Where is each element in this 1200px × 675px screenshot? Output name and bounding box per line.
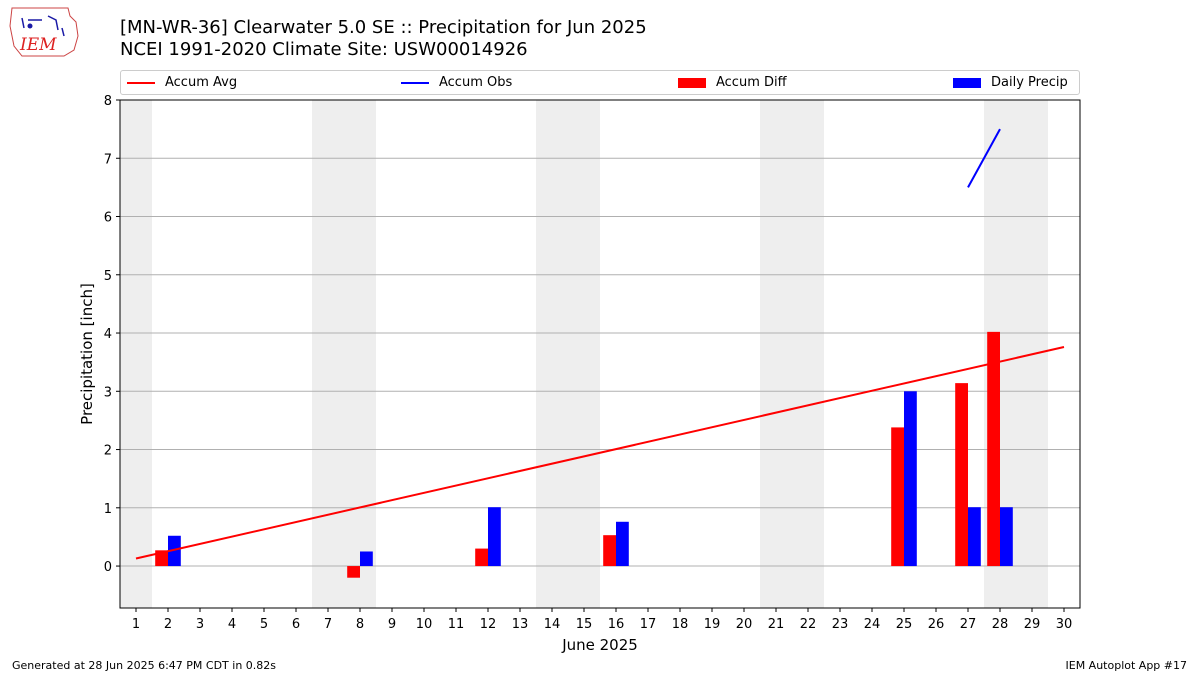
- y-tick-label: 5: [104, 269, 112, 284]
- accum-diff-bar: [347, 566, 360, 578]
- weekend-shade: [312, 100, 344, 608]
- x-tick-label: 7: [324, 617, 332, 632]
- y-tick-label: 2: [104, 444, 112, 459]
- legend-item-daily-precip: Daily Precip: [953, 74, 1068, 92]
- x-tick-label: 15: [576, 617, 593, 632]
- x-tick-label: 2: [164, 617, 172, 632]
- x-tick-label: 3: [196, 617, 204, 632]
- x-tick-label: 1: [132, 617, 140, 632]
- x-tick-label: 12: [480, 617, 497, 632]
- x-tick-label: 23: [832, 617, 849, 632]
- legend-swatch-accum-diff: [678, 77, 706, 88]
- daily-precip-bar: [488, 507, 501, 567]
- x-tick-label: 21: [768, 617, 785, 632]
- x-tick-label: 20: [736, 617, 753, 632]
- y-tick-label: 8: [104, 94, 112, 109]
- accum-diff-bar: [955, 383, 968, 567]
- footer-generated: Generated at 28 Jun 2025 6:47 PM CDT in …: [12, 659, 277, 672]
- x-tick-label: 10: [416, 617, 433, 632]
- x-tick-label: 18: [672, 617, 689, 632]
- iem-logo: IEM: [9, 7, 79, 57]
- daily-precip-bar: [968, 507, 981, 567]
- weekend-shade: [568, 100, 600, 608]
- accum-diff-bar: [987, 331, 1000, 567]
- accum-diff-bar: [891, 427, 904, 567]
- legend-item-accum-obs: Accum Obs: [401, 74, 512, 92]
- x-axis-label: June 2025: [561, 636, 638, 654]
- weekend-shade: [792, 100, 824, 608]
- legend-label-accum-avg: Accum Avg: [165, 75, 238, 90]
- y-tick-label: 3: [104, 385, 112, 400]
- weekend-shade: [536, 100, 568, 608]
- daily-precip-bar: [616, 521, 629, 567]
- accum-obs-line: [967, 128, 1001, 188]
- x-tick-label: 8: [356, 617, 364, 632]
- weekend-shade: [760, 100, 792, 608]
- x-tick-label: 25: [896, 617, 913, 632]
- weekend-shade: [120, 100, 152, 608]
- y-tick-label: 1: [104, 502, 112, 517]
- x-tick-label: 6: [292, 617, 300, 632]
- x-tick-label: 9: [388, 617, 396, 632]
- accum-diff-bar: [603, 535, 616, 567]
- y-tick-label: 4: [104, 327, 112, 342]
- daily-precip-bar: [1000, 507, 1013, 567]
- accum-diff-bar: [475, 548, 488, 567]
- x-tick-label: 22: [800, 617, 817, 632]
- x-tick-label: 29: [1024, 617, 1041, 632]
- iem-logo-text: IEM: [19, 35, 57, 55]
- x-tick-label: 14: [544, 617, 561, 632]
- daily-precip-bar: [360, 551, 373, 567]
- x-tick-label: 4: [228, 617, 236, 632]
- legend: Accum Avg Accum Obs Accum Diff Daily Pre…: [120, 70, 1080, 95]
- x-tick-label: 5: [260, 617, 268, 632]
- daily-precip-bar: [168, 535, 181, 567]
- chart-title: [MN-WR-36] Clearwater 5.0 SE :: Precipit…: [120, 17, 647, 38]
- y-tick-label: 6: [104, 211, 112, 226]
- accum-avg-line: [135, 346, 1065, 560]
- x-tick-label: 17: [640, 617, 657, 632]
- plot-frame: [119, 99, 1081, 609]
- footer-app: IEM Autoplot App #17: [1065, 659, 1188, 672]
- legend-swatch-accum-avg: [127, 81, 155, 84]
- chart-subtitle: NCEI 1991-2020 Climate Site: USW00014926: [120, 39, 528, 60]
- y-tick-label: 7: [104, 152, 112, 167]
- daily-precip-bar: [904, 391, 917, 567]
- legend-label-accum-diff: Accum Diff: [716, 75, 787, 90]
- y-tick-label: 0: [104, 560, 112, 575]
- legend-swatch-daily-precip: [953, 77, 981, 88]
- x-tick-label: 24: [864, 617, 881, 632]
- x-tick-label: 27: [960, 617, 977, 632]
- legend-swatch-accum-obs: [401, 81, 429, 84]
- x-tick-label: 30: [1056, 617, 1073, 632]
- x-tick-label: 11: [448, 617, 465, 632]
- y-axis-label: Precipitation [inch]: [78, 283, 96, 425]
- x-tick-label: 16: [608, 617, 625, 632]
- legend-item-accum-diff: Accum Diff: [678, 74, 787, 92]
- legend-label-accum-obs: Accum Obs: [439, 75, 513, 90]
- weekend-shade: [344, 100, 376, 608]
- x-tick-label: 13: [512, 617, 529, 632]
- x-tick-label: 26: [928, 617, 945, 632]
- x-tick-label: 28: [992, 617, 1009, 632]
- legend-label-daily-precip: Daily Precip: [991, 75, 1068, 90]
- legend-item-accum-avg: Accum Avg: [127, 74, 237, 92]
- x-tick-label: 19: [704, 617, 721, 632]
